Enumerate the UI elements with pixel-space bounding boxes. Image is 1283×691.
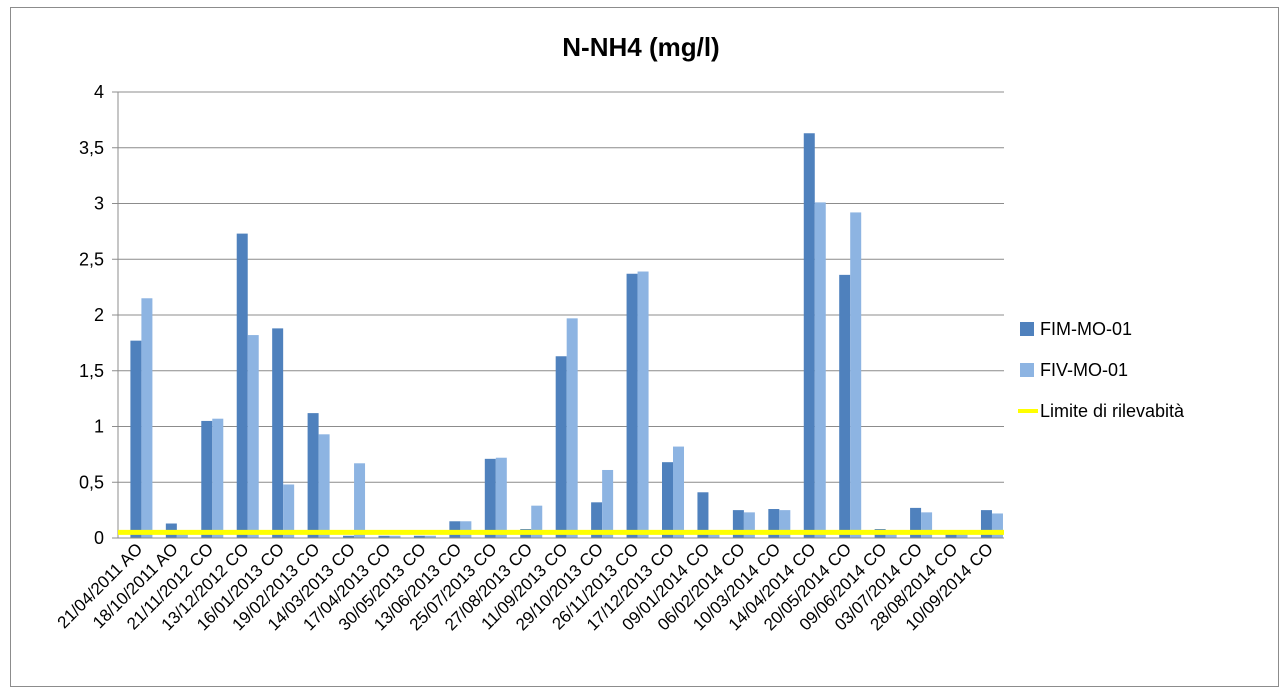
y-tick-label: 4 (94, 82, 104, 102)
y-tick-label: 1 (94, 417, 104, 437)
y-tick-label: 0 (94, 528, 104, 548)
bar-fim-mo-01 (839, 275, 850, 538)
bar-fim-mo-01 (130, 341, 141, 538)
chart-title: N-NH4 (mg/l) (562, 32, 719, 62)
bar-fiv-mo-01 (602, 470, 613, 538)
bar-fiv-mo-01 (850, 212, 861, 538)
bar-fiv-mo-01 (815, 202, 826, 538)
legend-swatch (1020, 363, 1034, 377)
y-tick-label: 3,5 (79, 138, 104, 158)
bar-fim-mo-01 (201, 421, 212, 538)
y-tick-label: 2 (94, 305, 104, 325)
bar-fim-mo-01 (449, 521, 460, 538)
bar-fim-mo-01 (485, 459, 496, 538)
bar-fiv-mo-01 (673, 447, 684, 538)
legend-label: Limite di rilevabità (1040, 401, 1185, 421)
legend-swatch (1020, 322, 1034, 336)
bar-fiv-mo-01 (460, 521, 471, 538)
bar-fim-mo-01 (662, 462, 673, 538)
bar-fiv-mo-01 (141, 298, 152, 538)
bar-fim-mo-01 (308, 413, 319, 538)
y-tick-label: 1,5 (79, 361, 104, 381)
bar-fiv-mo-01 (638, 272, 649, 538)
bar-fim-mo-01 (556, 356, 567, 538)
bar-fim-mo-01 (272, 328, 283, 538)
bars (130, 133, 1003, 538)
bar-fim-mo-01 (237, 234, 248, 538)
bar-fim-mo-01 (804, 133, 815, 538)
y-axis-ticks: 0 0,5 1 1,5 2 2,5 3 3,5 4 (79, 82, 118, 548)
y-tick-label: 2,5 (79, 249, 104, 269)
legend-label: FIV-MO-01 (1040, 360, 1128, 380)
bar-fiv-mo-01 (496, 458, 507, 538)
bar-fiv-mo-01 (212, 419, 223, 538)
y-tick-label: 3 (94, 194, 104, 214)
bar-fiv-mo-01 (248, 335, 259, 538)
legend: FIM-MO-01 FIV-MO-01 Limite di rilevabità (1018, 319, 1185, 421)
bar-fiv-mo-01 (319, 434, 330, 538)
bar-fiv-mo-01 (354, 463, 365, 538)
bar-fiv-mo-01 (567, 318, 578, 538)
y-tick-label: 0,5 (79, 472, 104, 492)
legend-label: FIM-MO-01 (1040, 319, 1132, 339)
bar-fim-mo-01 (627, 274, 638, 538)
